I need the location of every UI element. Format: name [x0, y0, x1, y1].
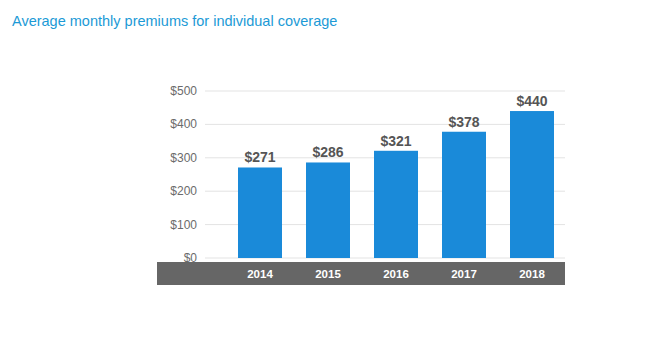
chart-svg: Average monthly premiums for individual …	[0, 0, 655, 338]
title: Average monthly premiums for individual …	[12, 13, 337, 29]
category-label: 2015	[315, 268, 341, 280]
tick-label: $500	[170, 84, 197, 98]
bar	[442, 132, 486, 258]
category-band	[157, 262, 565, 285]
grid	[205, 91, 565, 258]
data-label: $271	[244, 149, 275, 165]
category-label: 2018	[519, 268, 545, 280]
grid-line	[205, 91, 565, 92]
tick-label: $400	[170, 117, 197, 131]
tick-label: $300	[170, 151, 197, 165]
data-label: $440	[516, 93, 547, 109]
category-label: 2017	[451, 268, 477, 280]
bar	[306, 162, 350, 258]
chart-container: Average monthly premiums for individual …	[0, 0, 655, 338]
bar	[510, 111, 554, 258]
tick-label: $100	[170, 218, 197, 232]
data-label: $378	[448, 114, 479, 130]
tick-label: $200	[170, 184, 197, 198]
data-label: $321	[380, 133, 411, 149]
category-label: 2016	[383, 268, 409, 280]
bars	[238, 111, 554, 258]
category-label: 2014	[247, 268, 273, 280]
data-label: $286	[312, 144, 343, 160]
bar	[374, 151, 418, 258]
bar	[238, 167, 282, 258]
